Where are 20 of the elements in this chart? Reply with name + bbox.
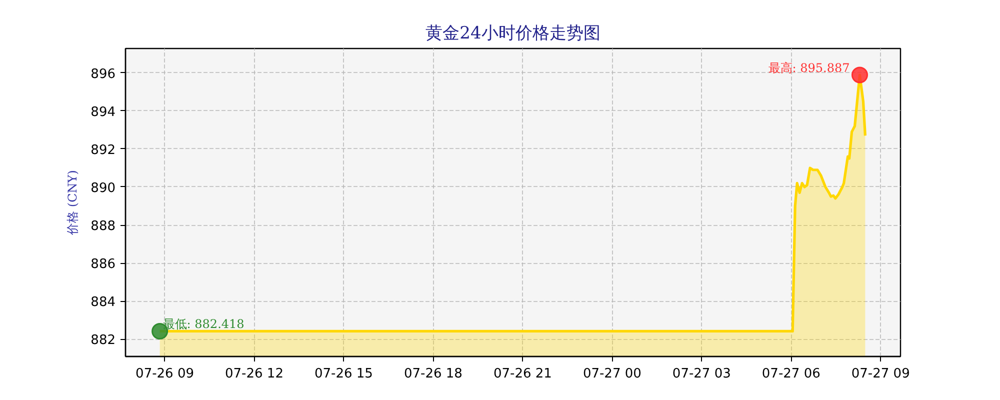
y-tick-label: 886	[90, 257, 116, 272]
x-tick-label: 07-26 21	[493, 366, 552, 382]
x-tick-label: 07-26 15	[314, 366, 373, 382]
y-tick-label: 888	[90, 219, 116, 234]
y-tick-label: 890	[90, 180, 116, 196]
x-tick-label: 07-26 18	[404, 366, 462, 382]
y-tick-label: 894	[90, 104, 116, 120]
x-tick-label: 07-27 06	[762, 366, 820, 382]
x-tick-label: 07-26 09	[136, 366, 194, 382]
annotation: 最高: 895.887	[768, 61, 850, 75]
x-tick-label: 07-27 09	[851, 366, 910, 382]
y-tick-label: 884	[90, 295, 116, 310]
y-tick-label: 882	[90, 333, 116, 348]
x-tick-label: 07-26 12	[225, 366, 284, 382]
x-tick-label: 07-27 03	[672, 366, 731, 382]
y-tick-label: 892	[90, 142, 116, 158]
chart-title: 黄金24小时价格走势图	[426, 24, 600, 44]
x-tick-label: 07-27 00	[582, 366, 642, 382]
y-tick-label: 896	[90, 66, 116, 82]
y-axis-title: 价格 (CNY)	[66, 170, 80, 236]
